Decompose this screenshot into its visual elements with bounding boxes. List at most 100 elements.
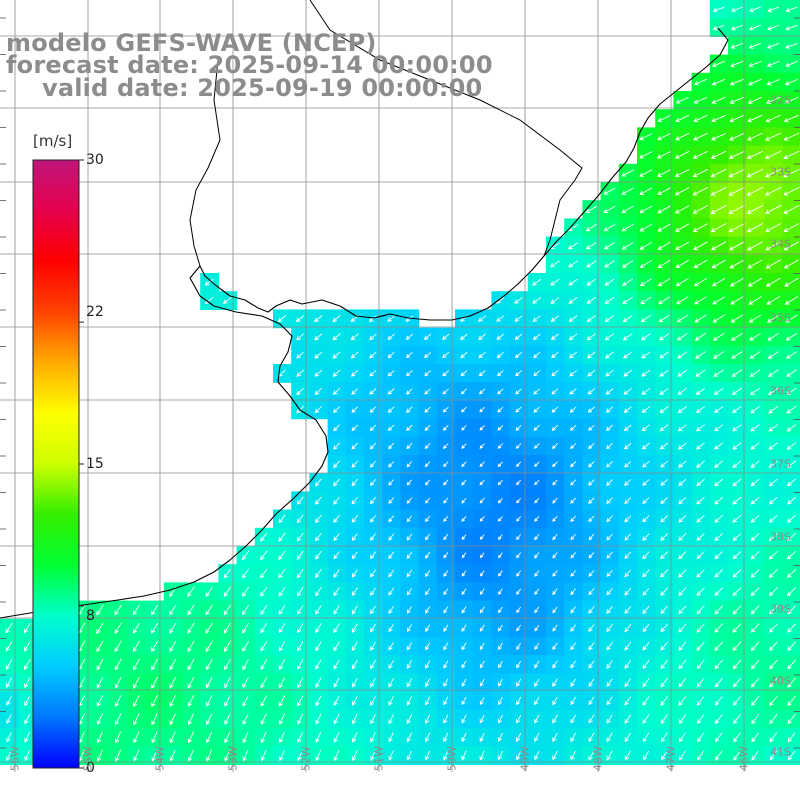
wind-arrow — [728, 204, 746, 215]
wind-arrow — [696, 750, 705, 761]
wind-arrow — [764, 186, 782, 196]
wind-arrow — [443, 461, 449, 468]
wind-arrow — [222, 296, 232, 304]
wind-arrow — [678, 605, 687, 615]
wind-arrow — [783, 223, 800, 233]
wind-arrow — [766, 296, 781, 305]
wind-arrow — [461, 606, 467, 614]
wind-arrow — [405, 333, 413, 340]
lat-label: 38S — [770, 530, 791, 544]
wind-arrow — [351, 714, 358, 725]
lat-label: 39S — [770, 602, 791, 616]
wind-arrow — [656, 132, 671, 141]
wind-arrow — [551, 388, 559, 395]
wind-arrow — [712, 24, 725, 31]
wind-arrow — [660, 623, 668, 633]
wind-arrow — [114, 604, 122, 616]
wind-arrow — [605, 369, 614, 377]
wind-arrow — [296, 550, 304, 561]
wind-arrow — [315, 641, 322, 652]
wind-arrow — [657, 114, 671, 123]
wind-arrow — [678, 587, 687, 596]
wind-arrow — [570, 678, 576, 687]
wind-arrow — [315, 750, 322, 762]
colorbar-tick-15: 15 — [86, 456, 104, 472]
wind-arrow — [569, 369, 577, 377]
wind-arrow — [552, 588, 558, 596]
wind-arrow — [516, 678, 522, 687]
colorbar-gradient — [32, 159, 80, 769]
wind-arrow — [461, 624, 467, 632]
wind-arrow — [114, 676, 122, 689]
wind-arrow — [369, 424, 377, 432]
wind-arrow — [751, 750, 759, 761]
wind-arrow — [677, 442, 687, 450]
wind-arrow — [443, 588, 449, 596]
wind-arrow — [297, 605, 304, 615]
wind-arrow — [621, 242, 634, 250]
wind-arrow — [714, 442, 724, 450]
wind-arrow — [533, 443, 540, 449]
wind-arrow — [768, 460, 778, 468]
wind-arrow — [479, 750, 485, 761]
wind-arrow — [278, 659, 286, 670]
wind-arrow — [461, 660, 467, 669]
wind-arrow — [23, 622, 31, 634]
wind-arrow — [388, 533, 395, 541]
wind-arrow — [748, 24, 762, 31]
wind-arrow — [24, 714, 31, 725]
wind-arrow — [768, 496, 778, 505]
wind-arrow — [406, 642, 412, 651]
wind-arrow — [351, 478, 359, 487]
wind-arrow — [443, 515, 449, 522]
wind-arrow — [187, 604, 195, 616]
wind-arrow — [333, 623, 340, 634]
wind-arrow — [260, 604, 268, 616]
wind-arrow — [660, 587, 669, 596]
wind-arrow — [333, 551, 340, 560]
wind-arrow — [696, 587, 705, 596]
wind-arrow — [351, 659, 358, 670]
wind-arrow — [750, 605, 760, 615]
wind-arrow — [314, 351, 323, 359]
wind-arrow — [552, 606, 558, 614]
wind-arrow — [406, 461, 413, 468]
wind-arrow — [260, 622, 268, 634]
wind-arrow — [496, 333, 505, 340]
wind-arrow — [606, 533, 613, 541]
wind-arrow — [695, 369, 706, 377]
wind-arrow — [678, 714, 687, 725]
wind-arrow — [497, 732, 503, 743]
wind-arrow — [260, 750, 267, 762]
wind-arrow — [351, 442, 359, 450]
wind-arrow — [642, 551, 650, 560]
wind-arrow — [694, 296, 707, 305]
wind-arrow — [314, 333, 323, 341]
wind-arrow — [732, 659, 742, 670]
wind-arrow — [443, 678, 449, 687]
wind-arrow — [588, 461, 595, 468]
wind-arrow — [333, 406, 341, 414]
wind-arrow — [570, 642, 577, 651]
wind-arrow — [711, 132, 727, 141]
wind-arrow — [461, 515, 467, 522]
wind-arrow — [730, 60, 744, 68]
wind-arrow — [497, 461, 503, 468]
wind-arrow — [406, 388, 413, 395]
wind-arrow — [133, 640, 140, 653]
wind-arrow — [478, 315, 487, 322]
wind-arrow — [333, 424, 340, 432]
wind-arrow — [551, 406, 559, 413]
wind-arrow — [534, 642, 540, 650]
wind-arrow — [169, 640, 177, 652]
wind-arrow — [714, 551, 723, 560]
wind-arrow — [388, 714, 394, 725]
wind-arrow — [785, 6, 798, 13]
wind-arrow — [297, 659, 304, 670]
wind-arrow — [728, 186, 746, 196]
wind-arrow — [332, 369, 341, 377]
wind-arrow — [677, 351, 688, 359]
wind-arrow — [314, 406, 323, 414]
wind-arrow — [315, 659, 322, 670]
wind-arrow — [766, 60, 780, 68]
